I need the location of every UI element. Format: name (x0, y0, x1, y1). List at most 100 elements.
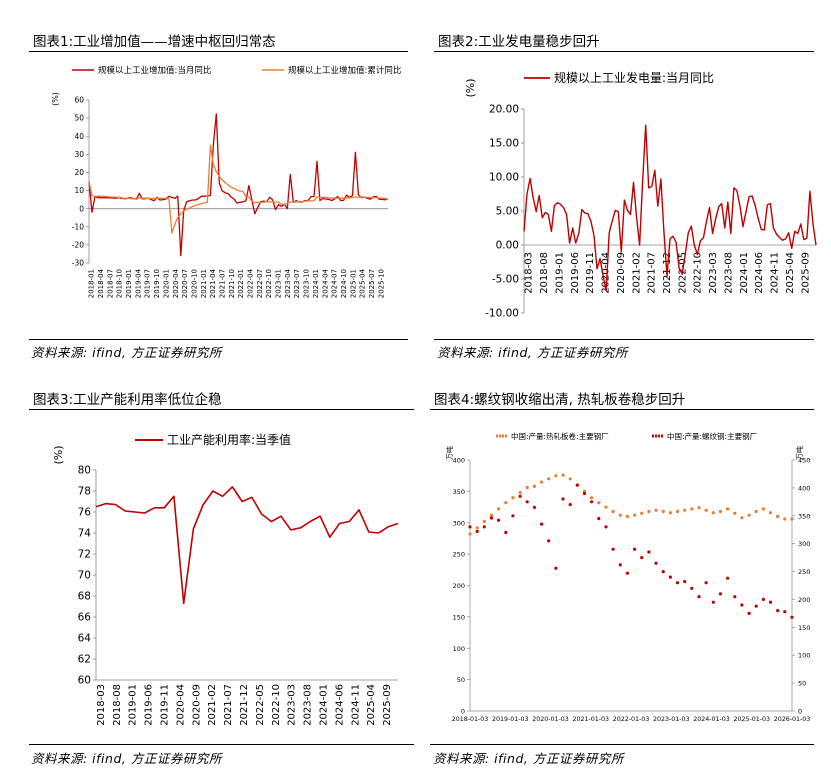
scatter-point (740, 603, 744, 607)
scatter-point (783, 610, 787, 614)
scatter-point (590, 496, 594, 500)
x-tick-label: 2024-06 (754, 252, 765, 294)
x-tick-label: 2020-09 (616, 252, 627, 294)
x-tick-label: 2022-10 (693, 252, 704, 294)
x-tick-label: 2024-07 (331, 269, 339, 298)
x-tick-label: 2024-01 (312, 269, 320, 298)
scatter-point (647, 509, 651, 514)
x-tick-label: 2025-04 (785, 252, 796, 294)
x-tick-label: 2025-10 (377, 269, 385, 298)
scatter-point (489, 516, 494, 520)
scatter-point (683, 508, 687, 512)
panel-3-source: 资料来源: ifind, 方正证券研究所 (31, 751, 222, 766)
y-tick-label: 15.00 (489, 138, 519, 150)
scatter-point (740, 516, 744, 520)
panel-4-title: 图表4:螺纹钢收缩出清, 热轧板卷稳步回升 (434, 392, 686, 408)
x-tick-label: 2022-10 (265, 269, 273, 298)
scatter-point (675, 509, 680, 514)
scatter-point (704, 508, 708, 512)
scatter-point (697, 506, 701, 510)
scatter-point (618, 513, 622, 517)
y-tick-label: -10.00 (485, 308, 519, 320)
scatter-point (668, 511, 672, 515)
x-tick-label: 2021-04 (209, 268, 217, 298)
y-tick-label: 66 (78, 612, 92, 624)
scatter-point (525, 500, 529, 504)
scatter-point (468, 525, 472, 529)
x-tick-label: 2023-01 (275, 269, 283, 298)
scatter-point (776, 514, 780, 519)
left-unit-label: 万吨 (445, 446, 454, 460)
scatter-point (582, 491, 587, 496)
panel-1-title-rule (29, 51, 408, 53)
scatter-point (540, 480, 544, 484)
scatter-point (532, 484, 536, 488)
x-tick-label: 2021-01-03 (572, 716, 609, 723)
x-tick-label: 2020-01-03 (532, 716, 569, 723)
x-tick-label: 2018-08 (112, 684, 123, 726)
scatter-series-1 (468, 473, 794, 536)
panel-2-source: 资料来源: ifind, 方正证券研究所 (437, 345, 628, 360)
right-tick-label: 400 (798, 484, 810, 492)
y-tick-label: 40 (74, 132, 84, 141)
panel-3-title-rule (29, 409, 414, 411)
x-tick-label: 2025-04 (359, 268, 367, 298)
series-line-2 (88, 144, 389, 234)
scatter-point (768, 511, 773, 515)
scatter-point (547, 539, 551, 543)
scatter-point (618, 563, 622, 567)
legend-label-1: 中国:产量:热轧板卷:主要钢厂 (511, 431, 609, 441)
left-tick-label: 400 (453, 457, 465, 465)
x-tick-label: 2022-04 (247, 268, 255, 298)
x-tick-label: 2022-01 (237, 269, 245, 298)
x-tick-label: 2018-03 (524, 252, 535, 294)
scatter-point (675, 581, 680, 585)
x-tick-label: 2024-01 (739, 252, 750, 294)
y-tick-label: 10 (74, 186, 84, 195)
y-tick-label: 60 (74, 96, 84, 105)
x-tick-label: 2022-07 (256, 269, 264, 298)
x-tick-label: 2025-04 (366, 684, 377, 726)
scatter-point (518, 491, 522, 495)
panel-4-source-rule (430, 744, 814, 746)
x-tick-label: 2025-09 (382, 684, 393, 726)
x-tick-label: 2018-01 (88, 269, 96, 298)
chart-2: 20.00 15.00 10.00 5.00 0.00 -5.00 -10.00 (%) 201… (464, 70, 817, 320)
x-tick-label: 2023-07 (293, 269, 301, 298)
scatter-point (733, 511, 737, 515)
y-tick-label: 20.00 (489, 104, 519, 116)
x-tick-label: 2019-01 (128, 684, 139, 726)
scatter-point (661, 509, 665, 514)
scatter-point (661, 570, 665, 574)
scatter-point (532, 505, 536, 509)
y-tick-label: 30 (74, 150, 84, 159)
y-tick-label: 10.00 (489, 172, 519, 184)
scatter-point (475, 526, 479, 530)
panel-2-title: 图表2:工业发电量稳步回升 (438, 34, 600, 50)
scatter-point (625, 571, 629, 575)
scatter-point (625, 514, 629, 519)
scatter-point (482, 519, 486, 524)
left-tick-label: 100 (453, 645, 465, 653)
legend-label-1: 工业产能利用率:当季值 (167, 432, 291, 447)
x-tick-label: 2023-08 (723, 252, 734, 294)
chart-3: 60 62 64 66 68 70 72 74 76 78 80 (%) 2018-03 2018-08 2… (52, 432, 399, 726)
x-tick-label: 2023-04 (284, 268, 292, 298)
scatter-point (568, 477, 572, 481)
left-tick-label: 50 (457, 676, 465, 684)
scatter-point (611, 509, 615, 514)
right-tick-label: 200 (798, 596, 810, 604)
x-tick-label: 2023-03 (287, 684, 298, 726)
y-tick-label: 80 (78, 465, 91, 477)
x-tick-label: 2019-06 (144, 684, 155, 726)
x-tick-label: 2019-01-03 (492, 716, 529, 723)
x-tick-label: 2021-12 (239, 684, 250, 726)
right-tick-label: 150 (798, 624, 810, 632)
scatter-point (554, 474, 558, 478)
scatter-point (597, 501, 601, 505)
y-tick-label: 62 (78, 654, 91, 666)
scatter-point (511, 514, 515, 518)
y-tick-label: 64 (78, 633, 92, 645)
right-tick-label: 100 (798, 652, 810, 660)
scatter-point (640, 511, 644, 515)
